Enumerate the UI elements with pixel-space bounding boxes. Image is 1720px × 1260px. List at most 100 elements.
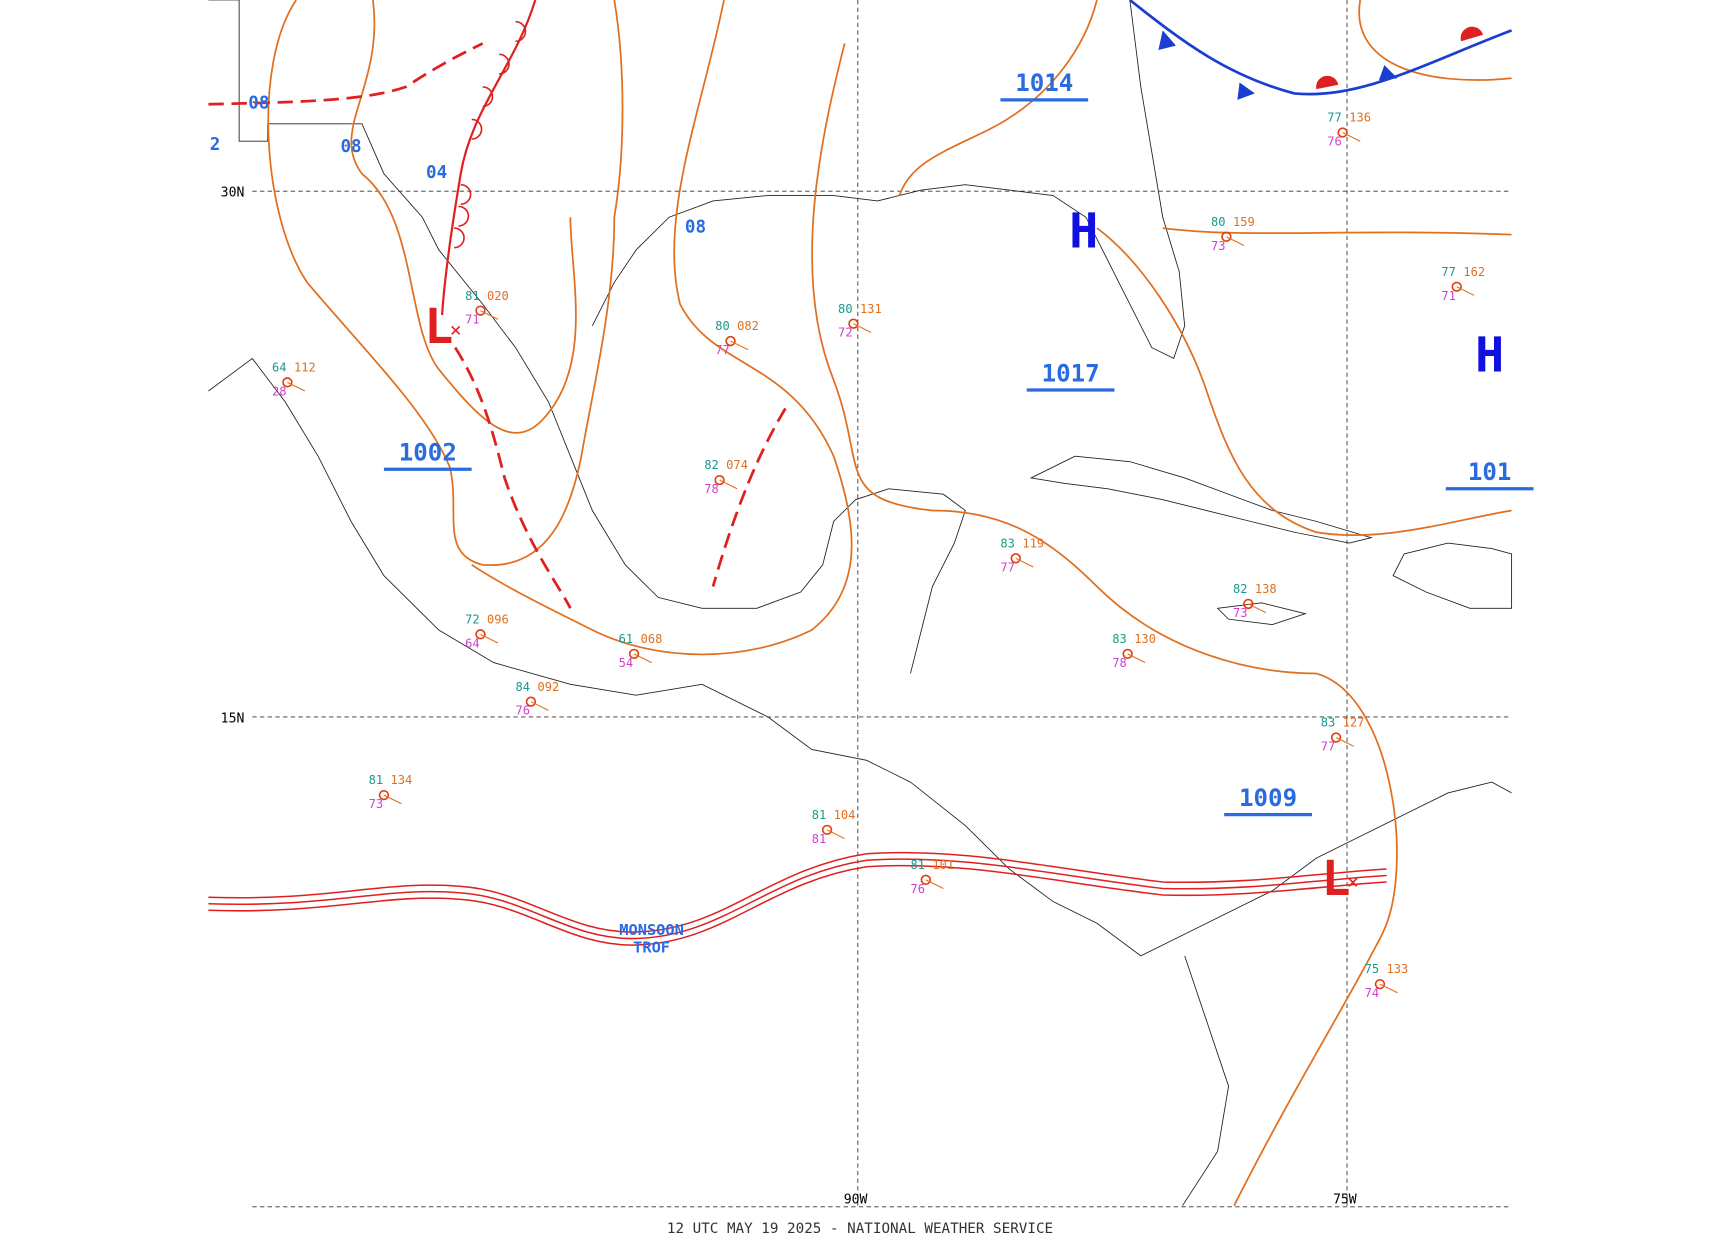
station: 72 096 64 [465, 613, 509, 651]
station: 84 092 76 [516, 680, 560, 718]
low-cross: × [1347, 871, 1359, 894]
station-dewpoint: 71 [1441, 289, 1456, 303]
front-label: 08 [340, 137, 361, 157]
grid-label: 30N [221, 186, 245, 201]
station-temp: 81 [812, 808, 827, 822]
station-pressure: 131 [860, 302, 882, 316]
station-pressure: 130 [1134, 632, 1156, 646]
station-pressure: 092 [538, 680, 560, 694]
station-plots: 81 134 73 83 119 77 83 130 78 82 138 73 80 082 77 80 131… [272, 111, 1485, 1000]
grid-label: 15N [221, 711, 245, 726]
station-temp: 80 [1211, 215, 1226, 229]
station-marker [1330, 732, 1342, 743]
station-temp: 81 [369, 773, 384, 787]
wind-barb [530, 701, 549, 711]
wind-barb [719, 479, 738, 490]
station-temp: 82 [1233, 582, 1248, 596]
station-temp: 72 [465, 613, 480, 627]
station-temp: 84 [516, 680, 531, 694]
station: 81 104 81 [812, 808, 856, 846]
front-label: 04 [426, 163, 447, 183]
station: 81 101 76 [910, 858, 954, 896]
station-temp: 80 [715, 319, 730, 333]
station-dewpoint: 73 [1233, 606, 1248, 620]
station-dewpoint: 76 [910, 882, 925, 896]
wind-barb [1248, 603, 1267, 614]
station-dewpoint: 72 [838, 326, 853, 340]
trough-label: MONSOON [619, 921, 684, 939]
pressure-centers: 1014 1017 1002 1009 101 [383, 69, 1534, 817]
station-pressure: 082 [737, 319, 759, 333]
pressure-center-label: 101 [1468, 458, 1512, 486]
station-dewpoint: 81 [812, 832, 827, 846]
station-dewpoint: 77 [1321, 740, 1336, 754]
station-pressure: 127 [1343, 716, 1365, 730]
grid-label: 75W [1333, 1193, 1357, 1208]
pressure-center-label: 1009 [1239, 784, 1297, 812]
pressure-center-label: 1002 [399, 439, 457, 467]
station-marker [1243, 598, 1254, 610]
wind-barb [826, 829, 845, 840]
wind-barb [287, 381, 306, 392]
wind-barb [1456, 286, 1475, 296]
wind-barb [1379, 983, 1398, 994]
station-dewpoint: 78 [1112, 656, 1127, 670]
system-symbol: H [1475, 328, 1504, 384]
wind-barb [1127, 653, 1146, 664]
station-marker [821, 824, 833, 836]
wind-barb [1342, 132, 1361, 142]
station-dewpoint: 76 [516, 704, 531, 718]
station-dewpoint: 77 [1000, 560, 1015, 574]
system-symbol: L [424, 299, 453, 355]
station: 80 159 73 [1211, 215, 1255, 253]
station-dewpoint: 71 [465, 313, 480, 327]
station-marker [1221, 231, 1232, 242]
station-temp: 64 [272, 361, 287, 375]
station-pressure: 133 [1387, 962, 1409, 976]
station-marker [378, 789, 390, 801]
coastlines [208, 0, 1513, 1206]
station: 64 112 28 [272, 361, 316, 399]
station-dewpoint: 76 [1327, 135, 1342, 149]
trough-label: TROF [633, 939, 670, 957]
station: 77 136 76 [1327, 111, 1371, 149]
station-dewpoint: 78 [704, 482, 719, 496]
station-temp: 83 [1321, 716, 1336, 730]
pressure-center-label: 1017 [1042, 359, 1100, 387]
station: 61 068 54 [619, 632, 663, 670]
front-label: 2 [210, 135, 221, 155]
station: 82 074 78 [704, 458, 748, 496]
station-temp: 75 [1365, 962, 1380, 976]
station-marker [1451, 281, 1462, 292]
wind-barb [1015, 557, 1034, 568]
station: 77 162 71 [1441, 265, 1485, 303]
station-marker [282, 377, 293, 388]
station-pressure: 136 [1349, 111, 1371, 125]
station-temp: 77 [1327, 111, 1342, 125]
system-symbol: H [1069, 204, 1098, 260]
fronts [208, 0, 1513, 946]
front-label: 08 [248, 94, 269, 114]
station: 83 127 77 [1321, 716, 1365, 754]
system-symbol: L [1322, 851, 1351, 907]
station-pressure: 096 [487, 613, 509, 627]
station: 80 082 77 [715, 319, 759, 357]
isobars [267, 0, 1512, 1207]
station-dewpoint: 77 [715, 343, 730, 357]
wind-barb [480, 310, 499, 320]
station-temp: 80 [838, 302, 853, 316]
wind-barb [383, 794, 402, 805]
station-temp: 61 [619, 632, 634, 646]
low-cross: × [450, 319, 462, 342]
wind-barb [633, 653, 652, 664]
station-pressure: 101 [932, 858, 954, 872]
station-temp: 81 [910, 858, 925, 872]
station: 75 133 74 [1365, 962, 1409, 1000]
map-title: 12 UTC MAY 19 2025 - NATIONAL WEATHER SE… [667, 1221, 1053, 1237]
wind-barb [1335, 737, 1354, 747]
station-marker [1374, 978, 1386, 990]
station-pressure: 074 [726, 458, 748, 472]
station-temp: 77 [1441, 265, 1456, 279]
